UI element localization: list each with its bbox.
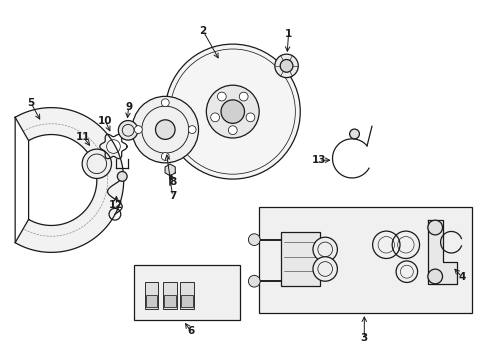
Text: 8: 8	[169, 177, 176, 187]
Bar	[164, 295, 176, 307]
Circle shape	[165, 44, 300, 179]
Circle shape	[274, 54, 298, 78]
Text: 2: 2	[199, 26, 206, 36]
Text: 1: 1	[285, 29, 291, 39]
Circle shape	[312, 237, 337, 262]
Circle shape	[217, 92, 226, 101]
Bar	[134, 265, 239, 320]
Text: 5: 5	[27, 98, 34, 108]
Circle shape	[210, 113, 219, 122]
Text: 11: 11	[76, 132, 90, 142]
Bar	[281, 232, 320, 286]
Circle shape	[117, 171, 127, 181]
Circle shape	[248, 275, 260, 287]
Circle shape	[118, 121, 138, 140]
Text: 3: 3	[360, 333, 367, 343]
Circle shape	[228, 126, 237, 135]
Polygon shape	[427, 220, 456, 284]
Circle shape	[134, 126, 142, 134]
Text: 4: 4	[457, 272, 465, 282]
Bar	[259, 207, 471, 313]
Circle shape	[132, 96, 198, 163]
Circle shape	[248, 234, 260, 246]
Circle shape	[188, 126, 196, 134]
Text: 13: 13	[311, 155, 325, 165]
Text: 6: 6	[187, 326, 194, 336]
Circle shape	[312, 257, 337, 281]
Circle shape	[82, 149, 111, 179]
Bar	[180, 282, 193, 309]
Circle shape	[239, 92, 247, 101]
Circle shape	[427, 269, 442, 284]
Text: 9: 9	[125, 102, 132, 112]
Circle shape	[221, 100, 244, 123]
Text: 7: 7	[168, 191, 176, 201]
Polygon shape	[15, 108, 123, 252]
Bar	[163, 282, 177, 309]
Circle shape	[161, 99, 169, 107]
Text: 12: 12	[109, 200, 123, 210]
Circle shape	[349, 129, 359, 139]
Text: 10: 10	[98, 116, 112, 126]
Circle shape	[206, 85, 259, 138]
Bar	[181, 295, 192, 307]
Circle shape	[427, 220, 442, 235]
Circle shape	[161, 153, 169, 161]
Bar	[145, 295, 157, 307]
Circle shape	[155, 120, 175, 139]
Circle shape	[245, 113, 254, 122]
Circle shape	[280, 59, 292, 72]
Polygon shape	[165, 164, 175, 176]
Bar	[144, 282, 158, 309]
